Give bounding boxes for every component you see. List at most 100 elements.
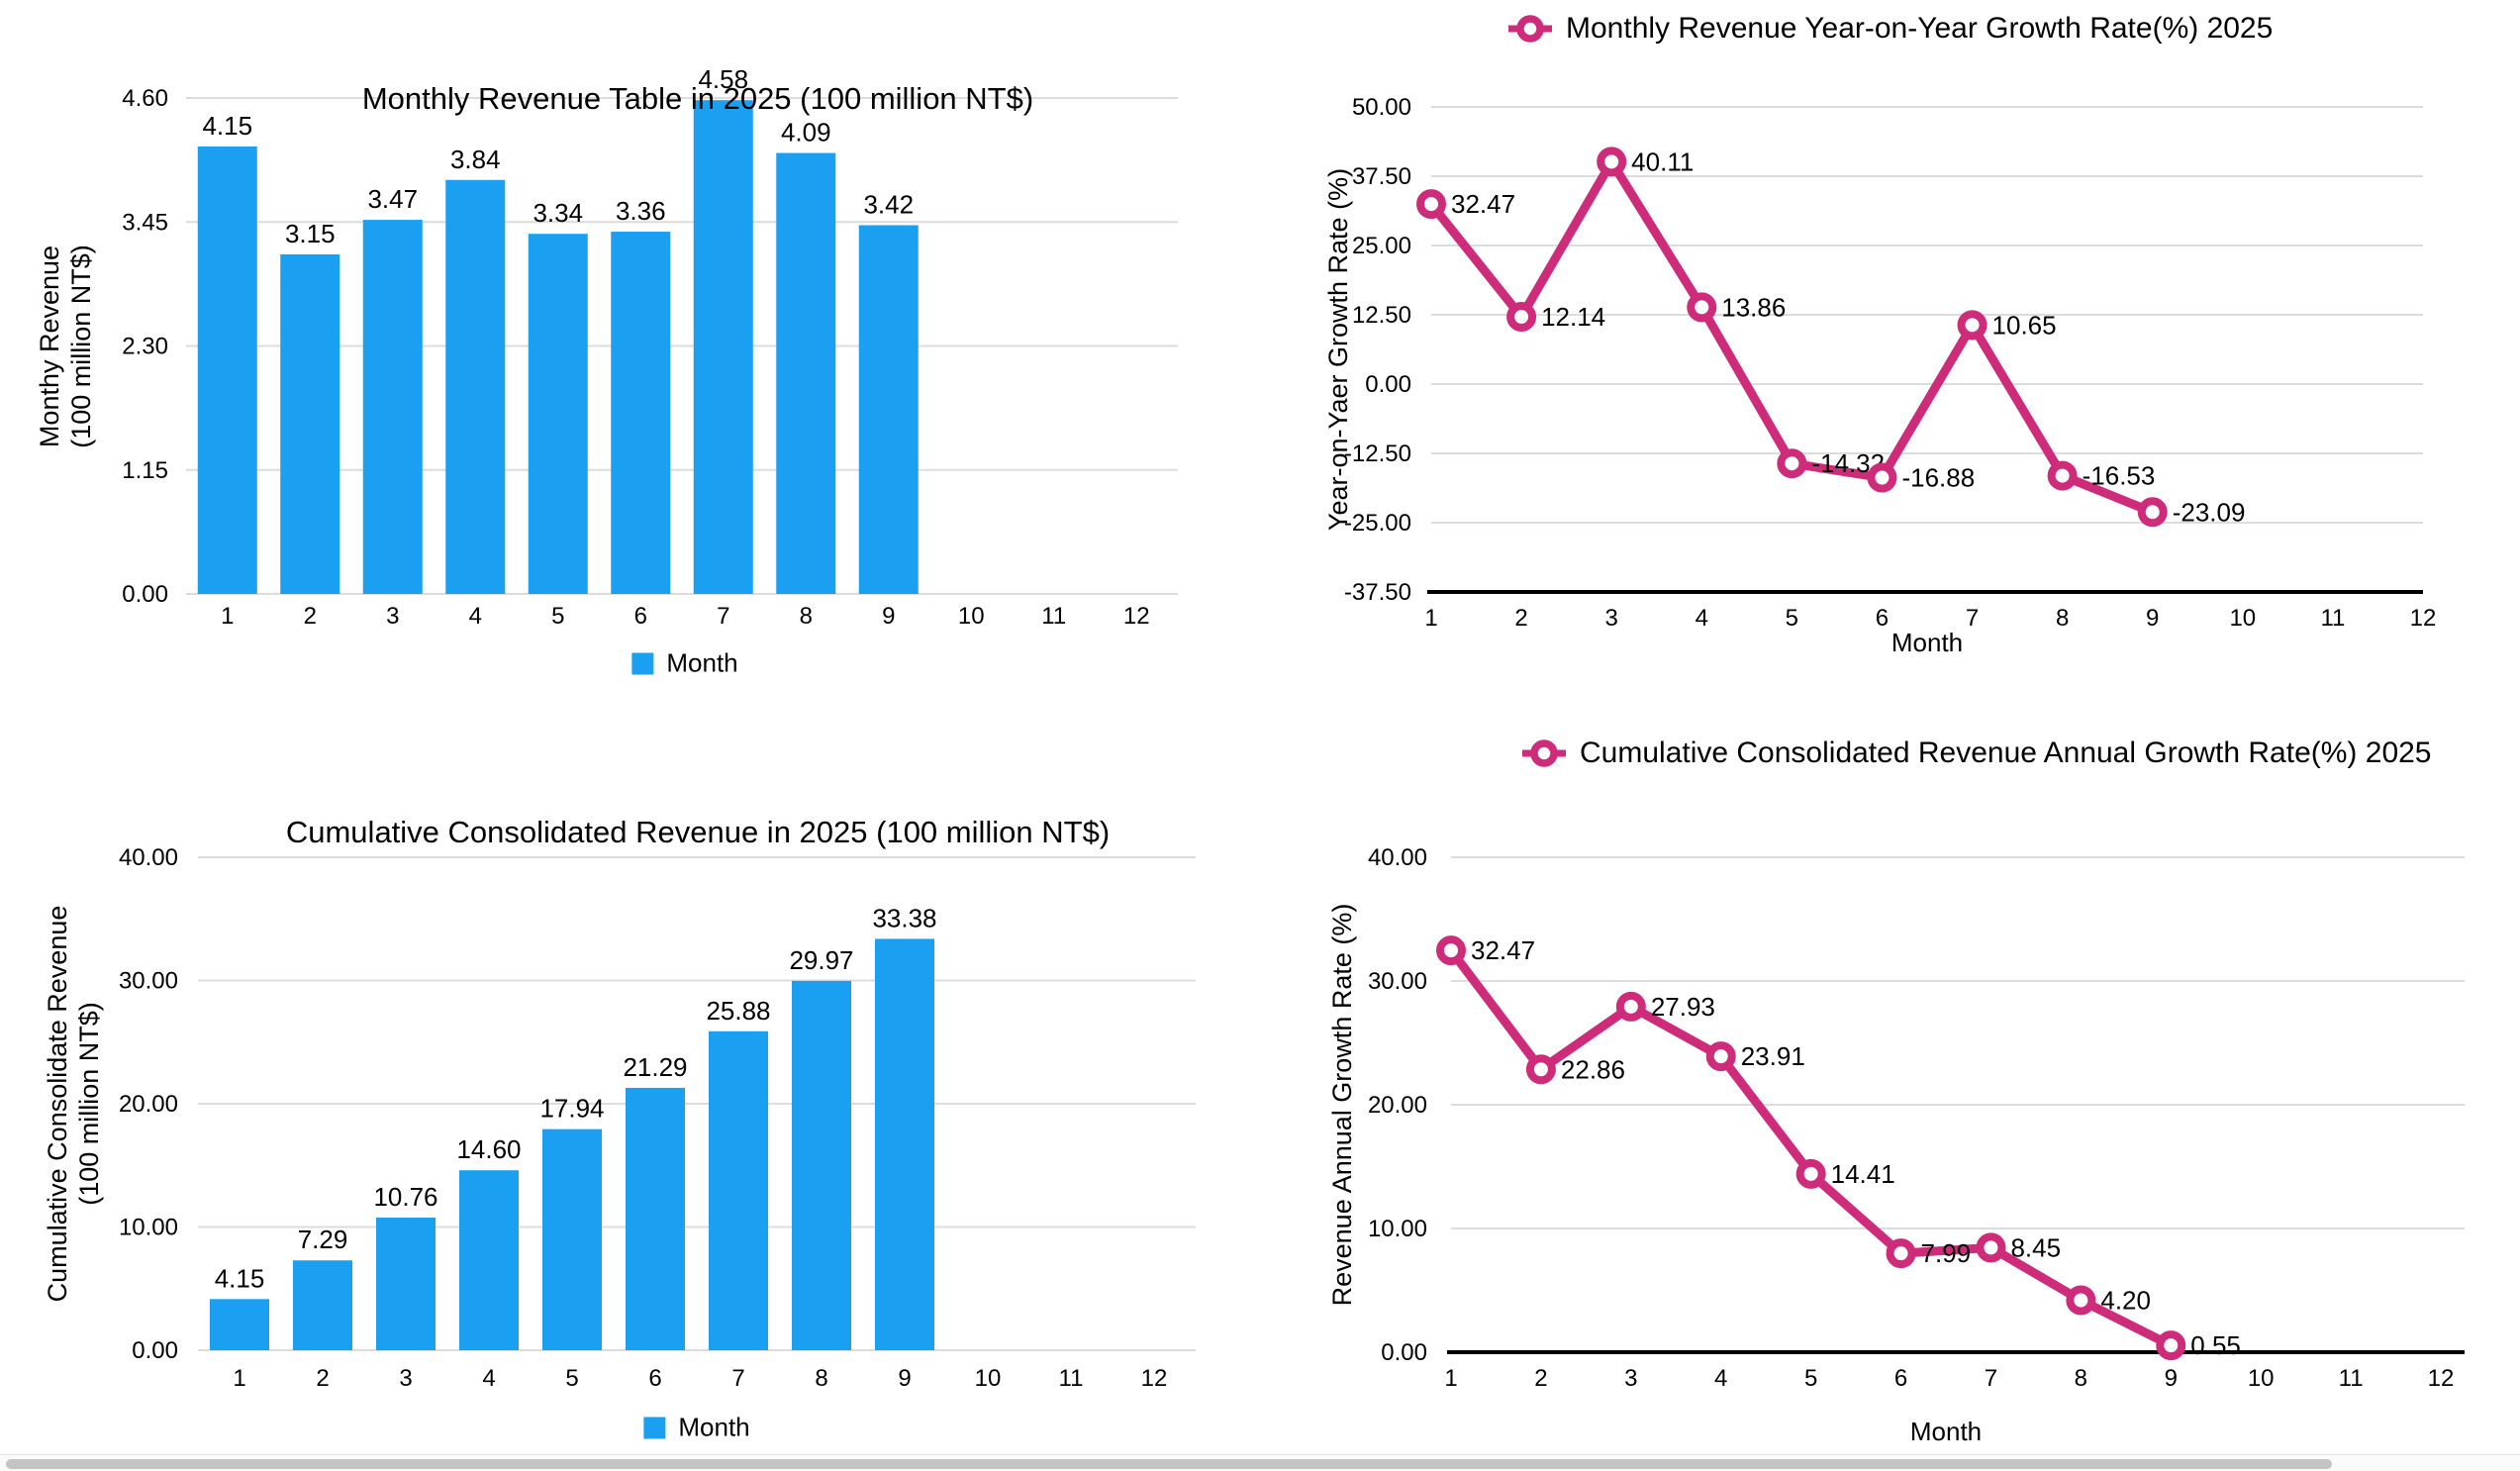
- data-point-marker: [1506, 302, 1537, 333]
- x-tick-label: 1: [1444, 1365, 1457, 1392]
- x-tick-label: 8: [2075, 1365, 2087, 1392]
- x-tick-label: 10: [2229, 605, 2256, 632]
- bar: [626, 1087, 685, 1350]
- x-axis-title: Month: [1890, 628, 1964, 657]
- legend-label: Month: [666, 647, 738, 678]
- bar: [280, 253, 340, 594]
- y-tick-label: -37.50: [1344, 579, 1411, 606]
- data-point-marker: [1777, 448, 1807, 479]
- bar: [776, 152, 836, 594]
- y-axis-title: Monthy Revenue (100 million NT$): [34, 245, 97, 448]
- data-point-marker: [2156, 1330, 2186, 1361]
- y-tick-label: 40.00: [1368, 844, 1427, 871]
- y-tick-label: -12.50: [1344, 441, 1411, 467]
- y-axis-title-line: Year-on-Yaer Growth Rate (%): [1323, 167, 1353, 532]
- bar: [210, 1299, 269, 1350]
- data-point-marker: [1976, 1232, 2006, 1263]
- x-tick-label: 11: [2320, 605, 2345, 632]
- legend-label: Cumulative Consolidated Revenue Annual G…: [1580, 736, 2432, 769]
- bar: [445, 179, 506, 594]
- x-tick-label: 12: [1123, 603, 1150, 630]
- y-axis-title-line: Cumulative Consolidate Revenue: [43, 905, 72, 1303]
- bar-value-label: 3.36: [616, 196, 666, 226]
- data-point-marker: [1957, 310, 1987, 341]
- x-tick-label: 4: [482, 1365, 495, 1392]
- y-tick-label: 37.50: [1352, 163, 1411, 190]
- point-value-label: -16.88: [1901, 463, 1975, 493]
- point-value-label: 32.47: [1451, 189, 1515, 219]
- data-point-marker: [1416, 189, 1446, 220]
- bar-value-label: 21.29: [623, 1052, 687, 1082]
- x-tick-label: 3: [1605, 605, 1618, 632]
- x-tick-label: 8: [815, 1365, 827, 1392]
- x-tick-label: 8: [2056, 605, 2069, 632]
- x-tick-label: 2: [1514, 605, 1527, 632]
- x-tick-label: 2: [1534, 1365, 1547, 1392]
- x-tick-label: 9: [882, 603, 895, 630]
- x-tick-label: 1: [1424, 605, 1437, 632]
- x-tick-label: 7: [1966, 605, 1979, 632]
- x-tick-label: 10: [958, 603, 985, 630]
- point-value-label: 12.14: [1541, 302, 1605, 332]
- x-tick-label: 3: [1624, 1365, 1637, 1392]
- data-point-marker: [2047, 460, 2078, 491]
- legend-label: Month: [678, 1412, 750, 1442]
- y-tick-label: 0.00: [122, 581, 168, 608]
- bar-value-label: 17.94: [539, 1094, 604, 1124]
- y-axis-title: Revenue Annual Growth Rate (%): [1326, 904, 1358, 1307]
- x-tick-label: 3: [386, 603, 399, 630]
- point-value-label: 4.20: [2100, 1286, 2151, 1316]
- bar: [293, 1260, 352, 1350]
- series-line: [1446, 945, 2176, 1350]
- y-axis-title-line: Monthy Revenue: [35, 245, 64, 448]
- bar-value-label: 10.76: [373, 1182, 437, 1212]
- horizontal-scrollbar-thumb[interactable]: [6, 1459, 2332, 1469]
- bar: [611, 232, 671, 594]
- data-point-marker: [2137, 497, 2168, 528]
- legend-swatch-icon: [631, 652, 654, 674]
- x-tick-label: 6: [1894, 1365, 1907, 1392]
- y-tick-label: 4.60: [122, 85, 168, 112]
- x-axis-title: Month: [1909, 1417, 1983, 1446]
- line-series-icon: [1508, 15, 1552, 43]
- x-tick-label: 9: [2146, 605, 2159, 632]
- legend: Cumulative Consolidated Revenue Annual G…: [1522, 736, 2432, 770]
- x-tick-label: 9: [2165, 1365, 2178, 1392]
- y-axis-title-line: (100 million NT$): [74, 1002, 104, 1206]
- bar-value-label: 4.15: [215, 1263, 265, 1293]
- bar: [528, 234, 588, 594]
- bar: [376, 1218, 436, 1350]
- data-point-marker: [1795, 1158, 1826, 1189]
- bar-value-label: 14.60: [456, 1134, 521, 1164]
- bar-value-label: 3.84: [450, 145, 501, 174]
- bar: [197, 147, 257, 594]
- y-tick-label: 0.00: [1381, 1339, 1427, 1366]
- legend-swatch-icon: [643, 1417, 666, 1438]
- bar-value-label: 33.38: [872, 903, 936, 932]
- bar-value-label: 25.88: [706, 996, 770, 1026]
- y-tick-label: 1.15: [122, 457, 168, 484]
- point-value-label: 40.11: [1631, 147, 1694, 176]
- x-tick-label: 2: [304, 603, 317, 630]
- data-point-marker: [1436, 935, 1466, 966]
- y-tick-label: 10.00: [119, 1215, 178, 1241]
- x-tick-label: 2: [316, 1365, 329, 1392]
- x-tick-label: 10: [2248, 1365, 2275, 1392]
- line-series-icon: [1522, 739, 1566, 767]
- x-tick-label: 12: [2410, 605, 2437, 632]
- bar-value-label: 3.15: [285, 219, 336, 248]
- x-tick-label: 9: [898, 1365, 911, 1392]
- data-point-marker: [1597, 147, 1627, 177]
- data-point-marker: [1705, 1041, 1736, 1072]
- y-tick-label: 10.00: [1368, 1216, 1427, 1242]
- legend: Month: [643, 1412, 750, 1443]
- y-axis-title-line: (100 million NT$): [66, 245, 96, 448]
- point-value-label: 7.99: [1921, 1238, 1972, 1268]
- x-tick-label: 7: [1985, 1365, 1997, 1392]
- x-tick-label: 7: [717, 603, 729, 630]
- horizontal-scrollbar[interactable]: [0, 1454, 2520, 1471]
- point-value-label: 14.41: [1831, 1159, 1895, 1189]
- point-value-label: 27.93: [1651, 992, 1715, 1022]
- point-value-label: 0.55: [2190, 1330, 2241, 1360]
